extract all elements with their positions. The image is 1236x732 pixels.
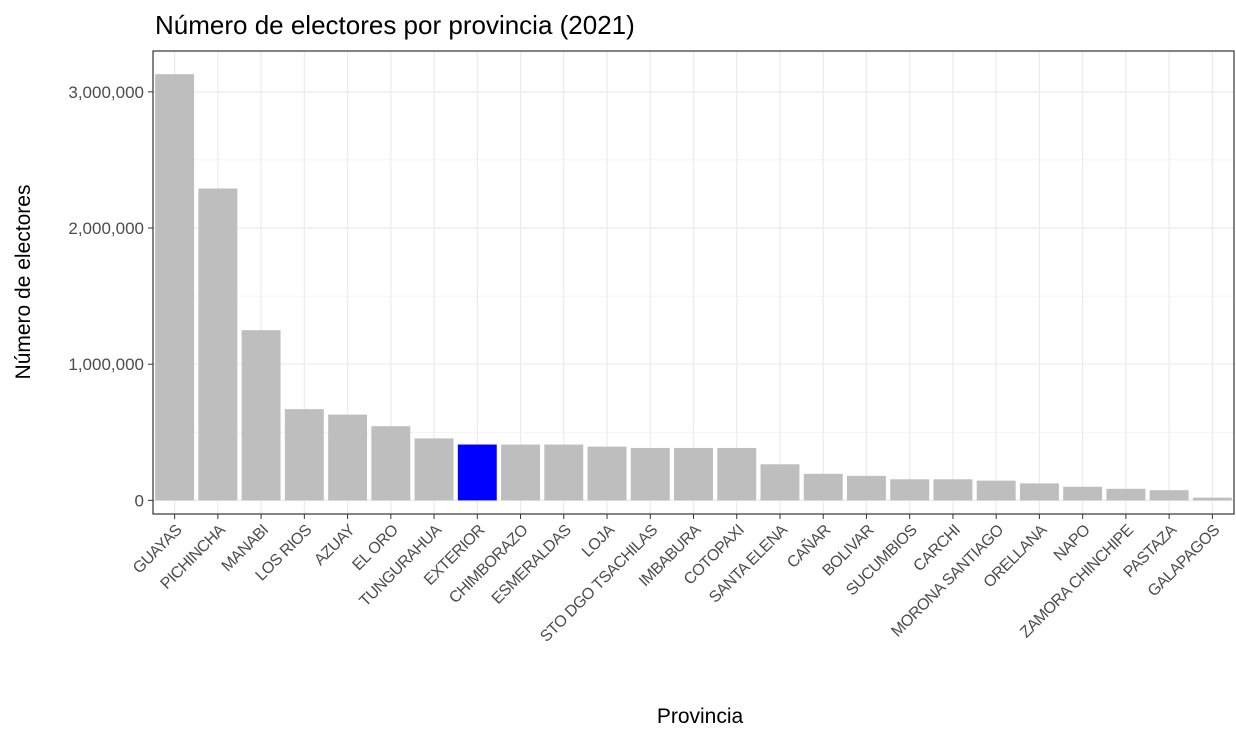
bar-cotopaxi — [717, 447, 757, 501]
y-tick-label: 1,000,000 — [68, 355, 144, 374]
y-axis: 0 1,000,000 2,000,000 3,000,000 — [68, 83, 153, 510]
x-tick-label: CHIMBORAZO — [446, 522, 531, 607]
bar-sucumbios — [890, 479, 930, 501]
bar-chimborazo — [501, 444, 540, 501]
bar-manabi — [241, 330, 281, 501]
y-tick-label: 0 — [135, 491, 144, 510]
chart-title: Número de electores por provincia (2021) — [155, 10, 635, 40]
x-tick-label: LOJA — [579, 521, 618, 560]
x-axis-title: Provincia — [657, 705, 744, 728]
bar-pichincha — [198, 188, 238, 501]
bars — [155, 74, 1232, 501]
bar-carchi — [933, 479, 973, 501]
bar-guayas — [155, 74, 195, 501]
bar-santa-elena — [760, 464, 800, 501]
bar-cañar — [803, 473, 843, 501]
bar-loja — [587, 446, 627, 501]
bar-imbabura — [674, 447, 713, 501]
y-tick-label: 3,000,000 — [68, 83, 144, 102]
bar-exterior — [457, 444, 497, 501]
bar-bolivar — [847, 475, 886, 501]
x-tick-label: SANTA ELENA — [706, 521, 791, 606]
grid — [153, 51, 1234, 514]
y-axis-title: Número de electores — [12, 185, 35, 380]
bar-el-oro — [371, 426, 411, 501]
bar-morona-santiago — [976, 480, 1016, 501]
bar-galapagos — [1192, 497, 1232, 501]
bar-orellana — [1019, 483, 1059, 501]
bar-los-rios — [284, 409, 324, 501]
bar-pastaza — [1149, 490, 1189, 501]
x-tick-label: ESMERALDAS — [489, 522, 575, 608]
bar-napo — [1063, 486, 1103, 501]
bar-tungurahua — [414, 438, 454, 501]
bar-zamora-chinchipe — [1106, 488, 1146, 501]
bar-esmeraldas — [544, 444, 584, 501]
y-tick-label: 2,000,000 — [68, 219, 144, 238]
bar-sto-dgo-tsachilas — [630, 447, 670, 501]
bar-azuay — [328, 414, 368, 501]
